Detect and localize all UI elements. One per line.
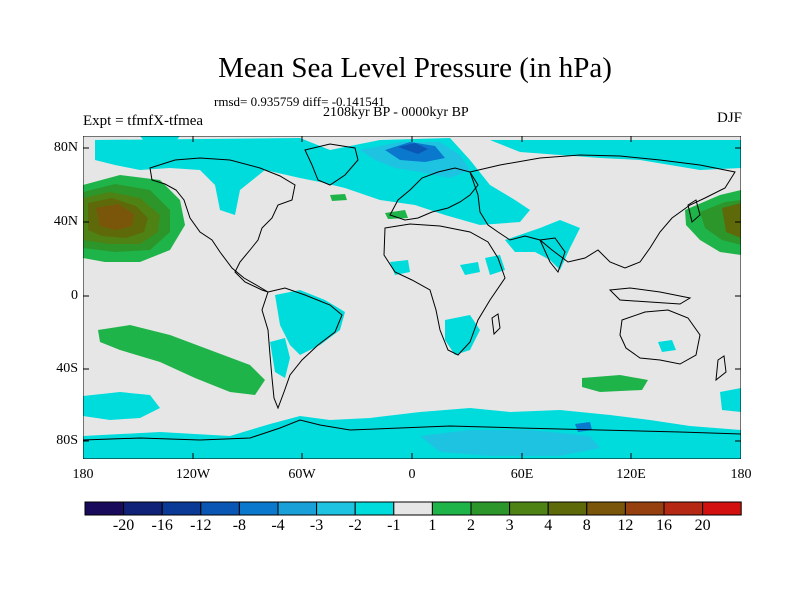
lon-label: 180 [72,467,94,482]
coastline-indonesia [608,287,692,305]
coastlines [83,143,741,441]
positive-anomaly-region [96,204,134,230]
colorbar-swatch [161,501,202,516]
colorbar-label: -20 [112,517,135,534]
lon-label: 60E [510,467,534,482]
colorbar-swatch [624,501,665,516]
experiment-label: Expt = tfmfX-tfmea [83,113,204,129]
colorbar-label: -2 [348,517,362,534]
colorbar-swatch [586,501,626,516]
lon-label: 120E [616,467,646,482]
colorbar-label: 3 [505,517,514,534]
coastline-asia [469,154,736,269]
coastline-south-america [261,287,343,410]
colorbar-label: -12 [190,517,212,534]
map-field [83,136,741,459]
negative-anomaly-region [83,392,160,420]
colorbar-label: 8 [582,517,591,534]
colorbar-label: 1 [428,517,437,534]
colorbar-swatch [84,501,125,516]
negative-anomaly-region [398,143,428,154]
negative-anomaly-region [460,262,480,275]
coastline-europe [389,167,479,221]
colorbar-swatch [547,501,588,516]
colorbar-label: 20 [694,517,711,534]
colorbar-swatch [702,501,742,516]
lon-label: 60W [288,467,316,482]
period-text: 2108kyr BP - 0000kyr BP [323,105,469,120]
colorbar-swatch [663,501,704,516]
negative-anomaly-region [420,430,600,456]
coastline-japan [687,199,701,223]
colorbar-label: 4 [544,517,553,534]
colorbar-swatch [470,501,511,516]
colorbar-swatch [277,501,318,516]
positive-anomaly-region [582,375,648,392]
negative-anomaly-region [275,290,345,355]
negative-anomaly-region [658,340,676,352]
colorbar-swatch [200,501,240,516]
colorbar-swatch [238,501,279,516]
colorbar-swatch [509,501,549,516]
axis-ticks [83,136,741,459]
coastline-antarctica [83,419,741,441]
coastline-madagascar [491,313,501,336]
colorbar-label: -4 [271,517,285,534]
coastline-greenland [304,143,359,186]
lat-label: 80S [56,433,78,448]
lat-label: 40N [53,214,78,229]
colorbar-label: -1 [387,517,401,534]
stats-text: rmsd= 0.935759 diff= -0.141541 [214,94,385,109]
negative-anomaly-region [720,388,741,412]
lon-label: 0 [408,467,416,482]
map-title: Mean Sea Level Pressure (in hPa) [218,52,612,84]
coastline-new-zealand [715,355,727,382]
colorbar-swatch [393,501,433,516]
colorbar-label: -3 [309,517,324,534]
lon-label: 180 [730,467,752,482]
negative-anomaly-region [485,255,505,275]
lat-label: 80N [53,140,78,155]
coastline-north-america [149,157,296,293]
colorbar-label: 16 [656,517,672,534]
positive-anomaly-region [330,194,347,201]
coastline-africa [383,223,506,356]
season-label: DJF [716,110,742,126]
colorbar-swatch [431,501,472,516]
colorbar [84,501,742,516]
colorbar-label: 2 [467,517,475,534]
coastline-australia [619,309,701,365]
colorbar-label: -16 [151,517,173,534]
negative-anomaly-region [445,315,480,355]
lon-label: 120W [175,467,211,482]
lat-label: 0 [71,288,78,303]
positive-anomaly-region [385,210,408,219]
colorbar-label: 12 [617,517,634,534]
coastline-india [539,237,566,274]
colorbar-swatch [316,501,356,516]
negative-anomaly-region [140,136,180,142]
positive-anomaly-region [722,203,741,238]
colorbar-label: -8 [232,517,247,534]
negative-anomaly-region [270,338,290,378]
colorbar-swatch [354,501,395,516]
colorbar-swatch [123,501,163,516]
positive-anomaly-region [98,325,265,395]
lat-label: 40S [56,361,78,376]
